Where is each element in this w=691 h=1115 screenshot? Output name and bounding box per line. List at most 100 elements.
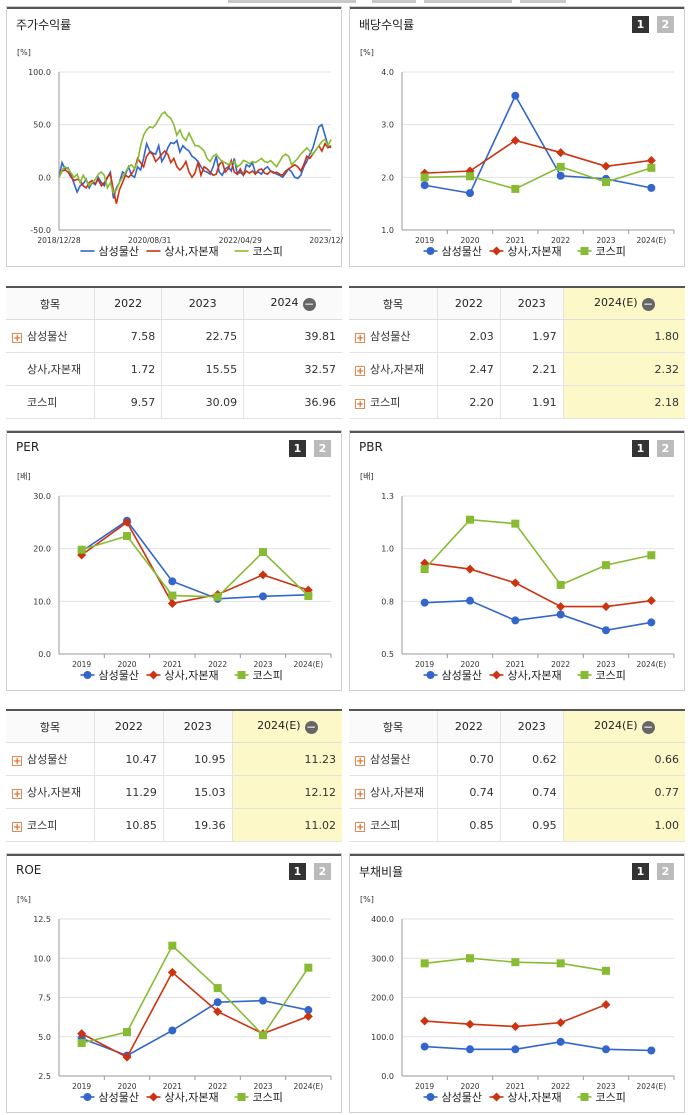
table-header: 2022 xyxy=(93,288,162,320)
pbr-series-line-1 xyxy=(424,562,652,608)
pbr-x-tick: 2019 xyxy=(415,660,434,669)
roe-legend-label: 상사,자본재 xyxy=(165,1091,219,1104)
debt-data-point xyxy=(601,1000,611,1010)
per-data-point xyxy=(168,591,177,600)
per-data-point xyxy=(77,545,86,554)
roe-x-tick: 2019 xyxy=(72,1082,91,1091)
pbr-title: PBR xyxy=(359,440,383,454)
per-y-tick: 30.0 xyxy=(33,492,51,501)
roe-page-2-button[interactable]: 2 xyxy=(314,863,331,880)
expand-plus-icon[interactable]: + xyxy=(355,333,365,344)
expand-plus-icon[interactable]: + xyxy=(355,822,365,833)
pbr-data-point xyxy=(466,596,474,605)
table-cell: 15.55 xyxy=(161,352,244,386)
expand-plus-icon[interactable]: + xyxy=(12,333,22,344)
roe-data-point xyxy=(259,996,267,1005)
debt-data-point xyxy=(466,1045,474,1054)
collapse-minus-icon[interactable]: − xyxy=(302,297,316,311)
expand-plus-icon[interactable]: + xyxy=(355,789,365,800)
roe-data-point xyxy=(259,1031,267,1040)
pbr-table: 항목 2022 2023 2024(E) − + 삼성물산 0.70 0.62 0.66 + 상사,자… xyxy=(349,709,685,842)
collapse-minus-icon[interactable]: − xyxy=(641,297,655,311)
pbr-data-point xyxy=(601,602,611,612)
debt-legend-marker xyxy=(426,1093,435,1101)
debt-y-tick: 400.0 xyxy=(371,915,394,924)
table-cell: 0.66 xyxy=(562,742,685,776)
table-row: 코스피 9.57 30.09 36.96 xyxy=(6,385,342,419)
dividend-data-point xyxy=(556,148,566,158)
debt-data-point xyxy=(511,958,520,967)
dividend-y-tick: 2.0 xyxy=(381,173,394,182)
pbr-unit-label: [배] xyxy=(360,472,374,481)
table-cell: 30.09 xyxy=(161,385,244,419)
debt-x-tick: 2019 xyxy=(415,1082,434,1091)
roe-x-tick: 2022 xyxy=(208,1082,227,1091)
pbr-y-tick: 0.8 xyxy=(381,597,394,606)
roe-data-point xyxy=(168,941,177,950)
expand-plus-icon[interactable]: + xyxy=(355,366,365,377)
roe-legend-marker xyxy=(83,1093,92,1101)
pbr-legend-marker xyxy=(426,671,435,679)
pbr-page-1-button[interactable]: 1 xyxy=(632,440,649,457)
dividend-page-2-button[interactable]: 2 xyxy=(657,16,674,33)
debt-data-point xyxy=(556,959,565,968)
expand-plus-icon[interactable]: + xyxy=(355,756,365,767)
table-cell: 1.97 xyxy=(499,319,564,353)
expand-plus-icon[interactable]: + xyxy=(12,822,22,833)
table-header: 항목 xyxy=(6,711,95,743)
table-row: + 삼성물산 10.47 10.95 11.23 xyxy=(6,742,342,776)
table-row: + 상사,자본재 11.29 15.03 12.12 xyxy=(6,775,342,809)
dividend-data-point xyxy=(510,135,520,145)
per-unit-label: [배] xyxy=(17,472,31,481)
roe-x-tick: 2023 xyxy=(253,1082,272,1091)
per-series-line-1 xyxy=(81,521,309,605)
expand-plus-icon[interactable]: + xyxy=(355,399,365,410)
collapse-minus-icon[interactable]: − xyxy=(304,720,318,734)
dividend-legend-marker xyxy=(426,247,435,255)
dividend-data-point xyxy=(556,162,565,171)
roe-series-line-0 xyxy=(81,999,309,1057)
per-x-tick: 2024(E) xyxy=(293,660,323,669)
table-cell: 36.96 xyxy=(243,385,342,419)
per-data-point xyxy=(167,598,177,608)
table-cell: 10.47 xyxy=(94,742,164,776)
dividend-page-1-button[interactable]: 1 xyxy=(632,16,649,33)
table-header: 2023 xyxy=(499,711,564,743)
pbr-x-tick: 2020 xyxy=(460,660,479,669)
roe-data-point xyxy=(77,1029,87,1039)
per-x-tick: 2023 xyxy=(253,660,272,669)
debt-data-point xyxy=(602,1045,610,1054)
per-page-2-button[interactable]: 2 xyxy=(314,440,331,457)
per-legend-marker xyxy=(237,671,246,679)
table-header: 2022 xyxy=(437,711,501,743)
dividend-y-tick: 1.0 xyxy=(381,226,394,235)
per-data-point xyxy=(122,517,132,527)
row-name: + 삼성물산 xyxy=(349,742,438,776)
pbr-data-point xyxy=(466,515,474,524)
dividend-legend-label: 코스피 xyxy=(596,245,626,258)
debt-data-point xyxy=(465,1019,475,1029)
debt-data-point xyxy=(511,1045,520,1054)
row-name: + 상사,자본재 xyxy=(6,775,95,809)
debt-page-2-button[interactable]: 2 xyxy=(657,863,674,880)
roe-data-point xyxy=(167,967,177,977)
table-row: + 삼성물산 7.58 22.75 39.81 xyxy=(6,319,342,353)
collapse-minus-icon[interactable]: − xyxy=(641,720,655,734)
return-unit-label: [%] xyxy=(17,48,31,57)
table-header: 2023 xyxy=(161,288,244,320)
expand-plus-icon[interactable]: + xyxy=(12,789,22,800)
per-panel: PER 1 2 [배] 30.0 20.0 10.0 0.0 2019 2020 2021 20… xyxy=(6,430,342,691)
row-name: + 코스피 xyxy=(349,385,438,419)
table-row: + 코스피 2.20 1.91 2.18 xyxy=(349,385,685,419)
roe-series-line-2 xyxy=(81,944,309,1044)
per-page-1-button[interactable]: 1 xyxy=(289,440,306,457)
dividend-panel: 배당수익률 1 2 [%] 4.0 3.0 2.0 1.0 2019 2020 2021 202… xyxy=(349,6,685,267)
per-legend-marker xyxy=(149,670,158,680)
expand-plus-icon[interactable]: + xyxy=(12,756,22,767)
table-cell: 1.91 xyxy=(499,385,564,419)
debt-page-1-button[interactable]: 1 xyxy=(632,863,649,880)
roe-page-1-button[interactable]: 1 xyxy=(289,863,306,880)
pbr-page-2-button[interactable]: 2 xyxy=(657,440,674,457)
pbr-x-tick: 2022 xyxy=(551,660,570,669)
dividend-data-point xyxy=(466,189,474,198)
